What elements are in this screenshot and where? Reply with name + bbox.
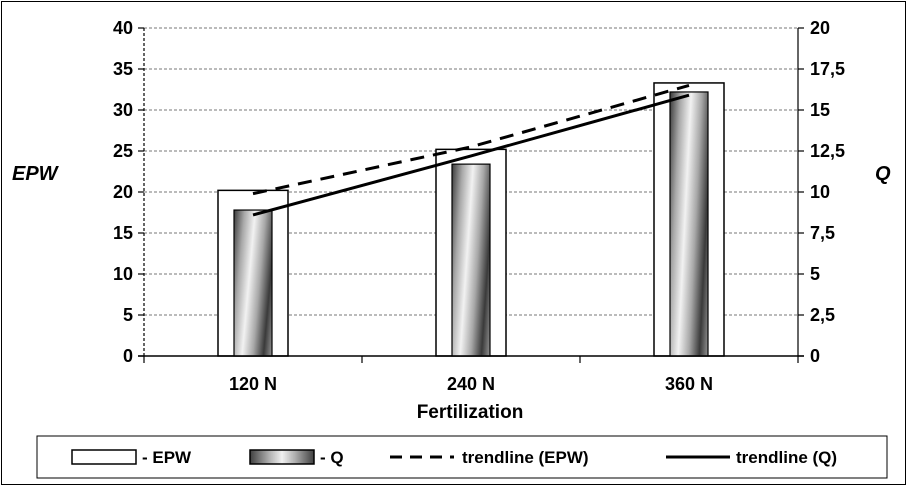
y-tick-labels: 0 5 10 15 20 25 30 35 40 (113, 18, 133, 366)
y2-tick-label: 17,5 (810, 59, 845, 79)
bar-q (451, 163, 491, 357)
y2-tick-label: 20 (810, 18, 830, 38)
x-tick-label: 360 N (665, 374, 713, 394)
y2-axis-label: Q (875, 163, 891, 185)
y-tick-label: 30 (113, 100, 133, 120)
y-tick-label: 35 (113, 59, 133, 79)
legend-item-trendline-epw: trendline (EPW) (390, 448, 589, 467)
y-axis-label: EPW (12, 163, 60, 185)
y2-tick-label: 12,5 (810, 141, 845, 161)
legend-label-epw: - EPW (142, 448, 192, 467)
x-axis-label: Fertilization (417, 402, 524, 423)
y2-tick-label: 7,5 (810, 223, 835, 243)
bars (217, 82, 725, 357)
legend-label-trendline-q: trendline (Q) (736, 448, 837, 467)
legend-swatch-epw (71, 449, 137, 465)
y2-tick-label: 0 (810, 346, 820, 366)
x-tick-label: 240 N (447, 374, 495, 394)
legend-item-trendline-q: trendline (Q) (666, 448, 837, 467)
y-tick-label: 20 (113, 182, 133, 202)
trendline-epw (252, 83, 690, 196)
y2-tick-labels: 0 2,5 5 7,5 10 12,5 15 17,5 20 (810, 18, 845, 366)
x-tick-label: 120 N (229, 374, 277, 394)
legend-label-q: - Q (320, 448, 344, 467)
legend-label-trendline-epw: trendline (EPW) (462, 448, 589, 467)
bar-q (669, 91, 709, 357)
trendline-q (252, 93, 690, 217)
bar-q (233, 209, 273, 357)
y-tick-label: 25 (113, 141, 133, 161)
y2-tick-label: 10 (810, 182, 830, 202)
x-tick-labels: 120 N 240 N 360 N (229, 374, 713, 394)
legend-item-epw: - EPW (71, 448, 192, 467)
y2-tick-label: 15 (810, 100, 830, 120)
trendlines (252, 83, 690, 217)
legend-swatch-q (249, 449, 315, 465)
y2-tick-label: 5 (810, 264, 820, 284)
y-tick-label: 15 (113, 223, 133, 243)
legend: - EPW - Q trendline (EPW) trendline (Q) (36, 435, 888, 479)
legend-box (36, 435, 888, 479)
y-tick-label: 0 (123, 346, 133, 366)
y-tick-label: 40 (113, 18, 133, 38)
y-tick-label: 5 (123, 305, 133, 325)
y-tick-label: 10 (113, 264, 133, 284)
legend-item-q: - Q (249, 448, 344, 467)
axes (138, 27, 804, 363)
y2-tick-label: 2,5 (810, 305, 835, 325)
